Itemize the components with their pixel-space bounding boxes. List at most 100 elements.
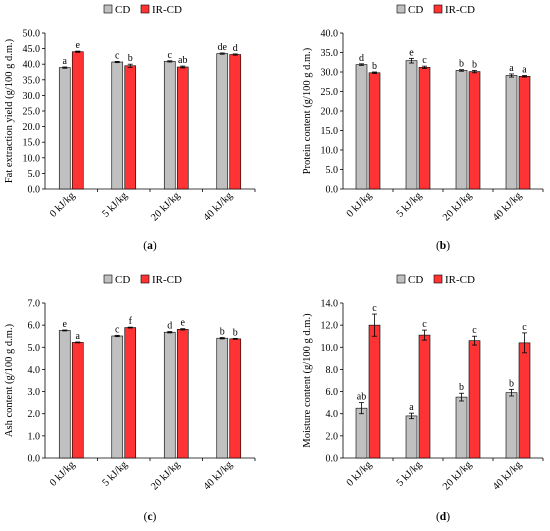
bar-cd: [405, 415, 418, 459]
legend-swatch-ircd: [140, 4, 150, 14]
y-axis-title: Protein content (g/100 g d.m.): [302, 47, 313, 174]
significance-letter: c: [522, 322, 527, 333]
y-tick-label: 5.0: [28, 169, 41, 180]
y-tick-label: 0.0: [326, 185, 339, 196]
y-tick-label: 25.0: [321, 87, 339, 98]
x-tick-label: 0 kJ/kg: [48, 190, 78, 220]
bar-ircd: [418, 67, 431, 190]
bar-cd: [455, 70, 468, 190]
y-tick-label: 30.0: [23, 91, 41, 102]
significance-letter: e: [76, 40, 81, 51]
y-tick-label: 2.0: [28, 409, 41, 420]
bar-ircd: [124, 327, 137, 459]
significance-letter: b: [459, 382, 464, 393]
bar-cd: [111, 335, 124, 459]
legend-swatch-cd: [396, 4, 406, 14]
chart-panel-2: CD IR-CD 0.0 5.0 10.0 15.0 20.0 25.0 30.0 35.0 40.…: [302, 4, 544, 252]
bar-ircd: [468, 340, 481, 459]
y-tick-label: 0.0: [326, 454, 339, 465]
bar-cd: [163, 331, 176, 459]
y-tick-label: 50.0: [23, 29, 41, 40]
y-tick-label: 10.0: [321, 146, 339, 157]
legend-swatch-ircd: [433, 4, 443, 14]
legend-label-cd: CD: [115, 274, 130, 286]
bar-ircd: [518, 342, 531, 459]
significance-letter: a: [509, 63, 514, 74]
significance-letter: b: [220, 327, 225, 338]
x-tick-label: 0 kJ/kg: [48, 459, 78, 489]
y-tick-label: 10.0: [23, 153, 41, 164]
bar-ircd: [71, 342, 84, 459]
y-tick-label: 10.0: [321, 343, 339, 354]
legend-label-ircd: IR-CD: [445, 4, 475, 16]
chart-panel-4: CD IR-CD 0.0 2.0 4.0 6.0 8.0 10.0 12.0 14.0 Moistu…: [302, 274, 544, 523]
chart-panel-3: CD IR-CD 0.0 1.0 2.0 3.0 4.0 5.0 6.0 7.0 Ash conte…: [4, 274, 256, 523]
y-tick-label: 3.0: [28, 387, 41, 398]
significance-letter: c: [168, 50, 173, 61]
significance-letter: de: [218, 42, 228, 53]
significance-letter: a: [409, 402, 414, 413]
y-tick-label: 14.0: [321, 299, 339, 310]
significance-letter: f: [129, 316, 133, 327]
significance-letter: b: [372, 61, 377, 72]
x-tick-label: 5 kJ/kg: [395, 190, 425, 220]
y-tick-label: 20.0: [321, 107, 339, 118]
bar-ircd: [418, 334, 431, 459]
x-tick-label: 20 kJ/kg: [149, 459, 183, 493]
y-axis-title: Fat extraction yield (g/100 g d.m.): [4, 38, 15, 183]
x-tick-label: 5 kJ/kg: [395, 459, 425, 489]
y-tick-label: 45.0: [23, 44, 41, 55]
legend-label-ircd: IR-CD: [152, 4, 182, 16]
y-tick-label: 4.0: [28, 365, 41, 376]
significance-letter: b: [459, 59, 464, 70]
y-tick-label: 6.0: [326, 387, 339, 398]
y-axis-title: Ash content (g/100 g d.m.): [4, 323, 15, 437]
significance-letter: b: [128, 53, 133, 64]
y-tick-label: 15.0: [23, 138, 41, 149]
x-tick-label: 40 kJ/kg: [491, 459, 525, 493]
y-tick-label: 20.0: [23, 122, 41, 133]
significance-letter: c: [372, 303, 377, 314]
bar-cd: [355, 64, 368, 190]
bar-cd: [58, 67, 71, 190]
bar-cd: [505, 392, 518, 459]
significance-letter: c: [115, 50, 120, 61]
panel-label: (b): [436, 240, 450, 252]
x-tick-label: 40 kJ/kg: [491, 190, 525, 224]
significance-letter: e: [181, 318, 186, 329]
significance-letter: c: [422, 55, 427, 66]
x-tick-label: 5 kJ/kg: [100, 190, 130, 220]
significance-letter: a: [522, 65, 527, 76]
significance-letter: a: [76, 331, 81, 342]
bar-ircd: [176, 329, 189, 459]
y-tick-label: 7.0: [28, 299, 41, 310]
y-tick-label: 15.0: [321, 126, 339, 137]
legend: CD IR-CD: [103, 4, 182, 16]
bar-ircd: [124, 65, 137, 190]
y-tick-label: 35.0: [23, 75, 41, 86]
bar-ircd: [176, 66, 189, 190]
legend: CD IR-CD: [396, 4, 475, 16]
x-tick-label: 20 kJ/kg: [441, 459, 475, 493]
y-tick-label: 0.0: [28, 454, 41, 465]
chart-panel-1: CD IR-CD 0.0 5.0 10.0 15.0 20.0 25.0 30.0 35.0 40.…: [4, 4, 256, 252]
y-tick-label: 5.0: [28, 343, 41, 354]
x-tick-label: 0 kJ/kg: [345, 459, 375, 489]
significance-letter: c: [422, 319, 427, 330]
significance-letter: e: [409, 47, 414, 58]
significance-letter: b: [233, 327, 238, 338]
bar-ircd: [368, 324, 381, 459]
bar-ircd: [71, 51, 84, 190]
y-tick-label: 12.0: [321, 321, 339, 332]
y-tick-label: 6.0: [28, 321, 41, 332]
legend: CD IR-CD: [103, 274, 182, 286]
x-tick-label: 20 kJ/kg: [149, 190, 183, 224]
panel-label: (c): [144, 511, 157, 523]
bar-ircd: [229, 54, 242, 190]
bar-cd: [216, 53, 229, 190]
legend-label-ircd: IR-CD: [152, 274, 182, 286]
y-axis-title: Moisture content (g/100 g d.m.): [302, 313, 313, 448]
y-tick-label: 30.0: [321, 68, 339, 79]
significance-letter: e: [63, 319, 68, 330]
